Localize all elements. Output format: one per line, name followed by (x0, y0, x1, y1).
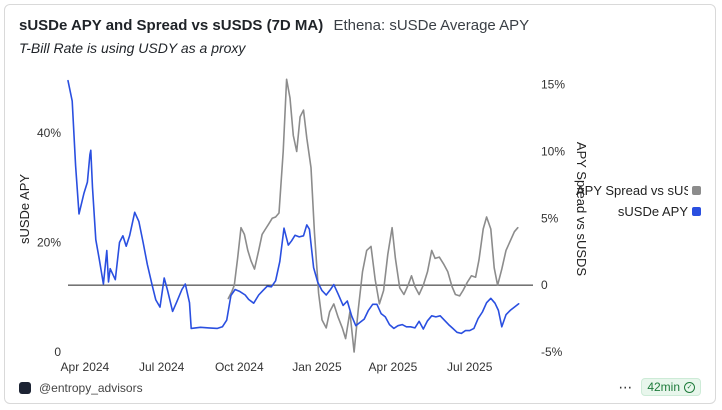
x-tick-label: Apr 2024 (61, 360, 110, 374)
legend-label-spread: APY Spread vs sUSDS (576, 183, 688, 198)
avatar (19, 382, 31, 394)
chart-title: sUSDe APY and Spread vs sUSDS (7D MA) (19, 17, 324, 34)
chart-card: sUSDe APY and Spread vs sUSDS (7D MA) Et… (4, 4, 716, 404)
y-left-tick-label: 0 (54, 345, 61, 359)
y-left-tick-label: 40% (37, 126, 61, 140)
y-right-tick-label: -5% (541, 345, 563, 359)
legend-label-apy: sUSDe APY (617, 204, 688, 219)
x-tick-label: Jan 2025 (292, 360, 342, 374)
more-options-icon[interactable]: ⋯ (618, 378, 634, 395)
x-tick-label: Jul 2024 (139, 360, 185, 374)
y-left-tick-label: 20% (37, 235, 61, 249)
chart-subtitle: T-Bill Rate is using USDY as a proxy (19, 40, 246, 56)
refresh-status-badge[interactable]: 42min ✓ (641, 378, 701, 396)
legend-item-spread[interactable]: APY Spread vs sUSDS (576, 180, 701, 201)
author-handle: @entropy_advisors (39, 381, 143, 395)
legend: APY Spread vs sUSDS sUSDe APY (576, 180, 701, 222)
y-right-tick-label: 15% (541, 78, 565, 92)
footer-actions: ⋯ 42min ✓ (618, 378, 701, 396)
y-right-tick-label: 5% (541, 211, 559, 225)
legend-swatch-spread (692, 186, 701, 195)
x-tick-label: Oct 2024 (215, 360, 264, 374)
x-tick-label: Apr 2025 (369, 360, 418, 374)
spread-series-line (227, 78, 519, 353)
y-right-tick-label: 0 (541, 278, 548, 292)
y-right-tick-label: 10% (541, 145, 565, 159)
apy-series-line (67, 79, 520, 335)
title-row: sUSDe APY and Spread vs sUSDS (7D MA) Et… (19, 17, 529, 34)
legend-swatch-apy (692, 207, 701, 216)
refresh-age: 42min (647, 380, 680, 394)
author-credit[interactable]: @entropy_advisors (19, 381, 143, 395)
check-icon: ✓ (684, 381, 695, 393)
y-right-axis-title: APY Spread vs sUSDS (574, 142, 589, 276)
legend-item-apy[interactable]: sUSDe APY (576, 201, 701, 222)
query-name[interactable]: Ethena: sUSDe Average APY (333, 17, 530, 34)
y-left-axis-title: sUSDe APY (17, 174, 32, 244)
x-tick-label: Jul 2025 (447, 360, 493, 374)
